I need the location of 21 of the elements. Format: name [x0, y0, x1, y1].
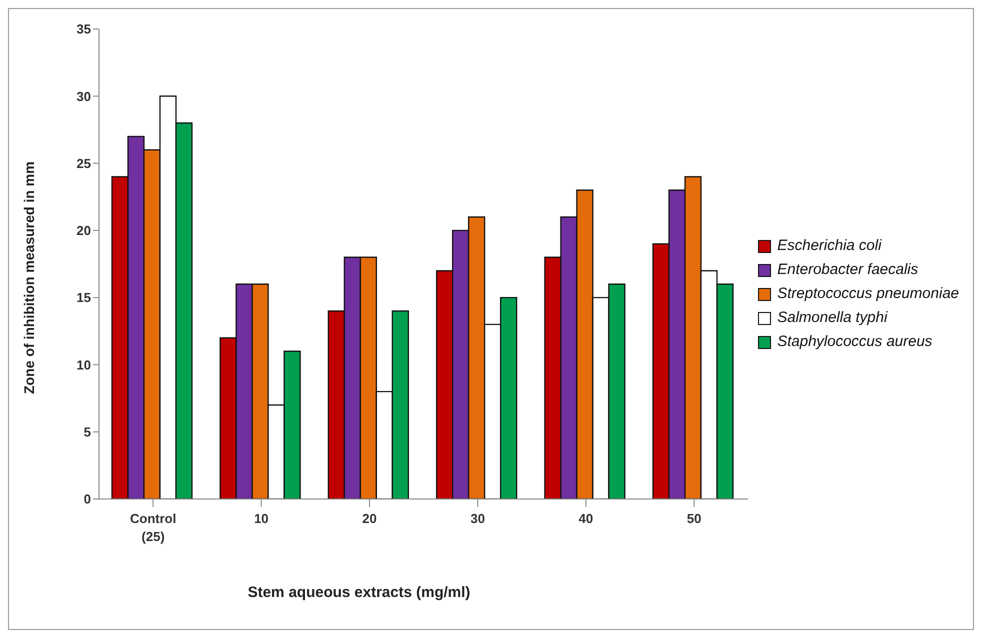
x-tick-label: 30 — [470, 511, 485, 526]
x-tick-label: 40 — [578, 511, 594, 526]
x-tick-label: Control (25) — [130, 511, 176, 544]
x-axis-title: Stem aqueous extracts (mg/ml) — [246, 584, 472, 601]
y-tick-label: 5 — [84, 424, 91, 440]
y-axis-title: Zone of inhibition measured in mm — [20, 161, 37, 394]
y-tick-label: 10 — [76, 357, 91, 372]
y-tick-label: 30 — [76, 88, 91, 104]
legend-label: Staphylococcus aureus — [777, 332, 932, 352]
x-tick-label: 50 — [686, 511, 702, 526]
y-tick-label: 15 — [76, 290, 91, 306]
legend-label: Streptococcus pneumoniae — [777, 284, 959, 304]
legend-label: Salmonella typhi — [777, 308, 888, 328]
y-tick-label: 20 — [76, 223, 91, 238]
x-tick-label: 10 — [254, 511, 269, 526]
y-tick-label: 25 — [76, 156, 91, 171]
y-tick-label: 35 — [76, 22, 91, 37]
y-tick-label: 0 — [84, 492, 91, 507]
x-tick-label: 20 — [362, 511, 377, 526]
legend-label: Enterobacter faecalis — [777, 260, 918, 280]
legend-label: Escherichia coli — [777, 236, 882, 256]
